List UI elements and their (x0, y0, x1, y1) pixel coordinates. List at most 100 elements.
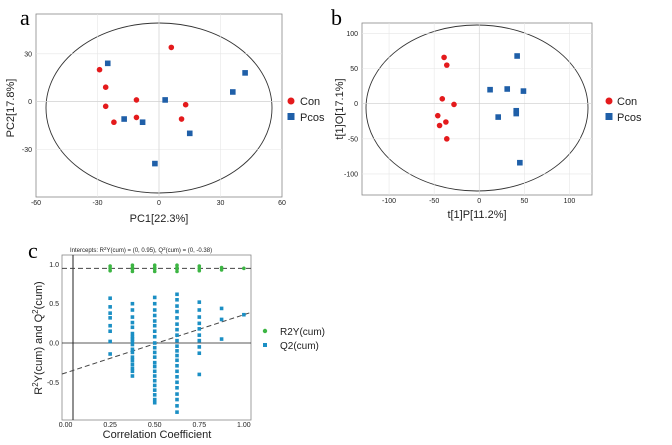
panel-a-legend-con-marker (287, 97, 295, 105)
panel-c-point-q2 (152, 355, 157, 359)
panel-c-point-r2y (242, 266, 246, 271)
panel-c-point-q2 (130, 358, 135, 363)
panel-c-point-q2 (152, 345, 157, 350)
panel-a-legend-pcos-label: Pcos (300, 112, 325, 124)
panel-a-y-tick-label: -30 (22, 147, 32, 154)
panel-a-point-pcos (121, 116, 127, 122)
panel-c-y-axis-label: R2Y(cum) and Q2(cum) (31, 281, 45, 394)
panel-c-point-q2 (130, 355, 135, 359)
panel-c-point-q2 (175, 333, 179, 337)
panel-c-point-q2 (130, 350, 135, 355)
panel-c-point-q2 (152, 374, 157, 378)
panel-c-point-q2 (152, 364, 157, 369)
panel-c-point-q2 (130, 374, 135, 378)
panel-a-point-pcos (242, 70, 248, 76)
panel-c-point-q2 (130, 331, 135, 336)
panel-c-point-q2 (130, 301, 135, 306)
panel-c-x-tick-label: 0.50 (148, 422, 162, 429)
panel-c-point-q2 (130, 366, 135, 370)
panel-c-point-q2 (175, 358, 179, 363)
panel-b-x-axis-label: t[1]P[11.2%] (447, 209, 506, 221)
panel-c-point-q2 (108, 323, 112, 328)
panel-b-point-con (443, 136, 450, 142)
panel-a-pca-scores: a -60 -30 0 30 60 -30 0 30 PC1[22.3%] PC2[17.8… (5, 5, 325, 225)
panel-c-point-q2 (197, 338, 202, 343)
panel-a-point-pcos (139, 119, 146, 126)
panel-a-y-tick-labels: -30 0 30 (22, 51, 32, 153)
panel-c-point-q2 (152, 388, 157, 392)
panel-b-point-pcos (520, 88, 527, 94)
panel-c-point-q2 (175, 385, 179, 390)
panel-b-point-con (436, 122, 443, 129)
panel-b-point-pcos (504, 86, 511, 92)
panel-b-x-tick-label: 100 (564, 198, 576, 205)
panel-a-point-con (96, 66, 103, 73)
panel-c-point-q2 (108, 296, 112, 301)
panel-a-letter: a (20, 5, 30, 30)
panel-c-point-q2 (152, 323, 157, 328)
panel-b-opls-da-scores: b -100 -50 0 50 100 -100 -50 0 50 100 t[1]P[11.2… (331, 5, 642, 221)
panel-b-x-tick-label: 0 (477, 198, 481, 205)
panel-c-plot-frame (61, 254, 252, 421)
panel-c-point-q2 (130, 308, 135, 312)
panel-c-legend: R2Y(cum) Q2(cum) (262, 327, 325, 352)
panel-c-letter: c (28, 238, 38, 263)
panel-c-point-q2 (152, 295, 157, 300)
panel-b-y-tick-label: -100 (344, 171, 358, 178)
panel-c-point-q2 (152, 329, 157, 334)
panel-c-point-q2 (130, 362, 135, 367)
panel-c-point-q2 (219, 306, 224, 311)
panel-c-point-q2 (152, 319, 157, 323)
panel-a-points (96, 44, 248, 167)
panel-c-point-q2 (175, 344, 179, 348)
panel-c-point-q2 (152, 308, 157, 312)
panel-b-legend: Con Pcos (605, 96, 642, 124)
panel-b-legend-pcos-marker (605, 113, 613, 120)
panel-a-point-pcos (230, 89, 236, 95)
panel-c-point-r2y (152, 263, 157, 268)
panel-a-point-con (133, 97, 140, 103)
panel-b-point-pcos (513, 107, 520, 114)
panel-a-x-tick-label: 30 (217, 200, 225, 207)
panel-a-y-axis-label: PC2[17.8%] (5, 79, 17, 138)
panel-c-x-tick-label: 1.00 (237, 422, 251, 429)
panel-c-point-q2 (197, 321, 202, 326)
panel-c-point-q2 (130, 337, 135, 341)
panel-a-y-tick-label: 30 (24, 51, 32, 58)
panel-c-point-q2 (175, 292, 179, 297)
panel-b-point-pcos (487, 86, 493, 93)
panel-b-letter: b (331, 5, 342, 30)
panel-c-y-tick-label: 0.5 (49, 301, 59, 308)
panel-a-x-tick-labels: -60 -30 0 30 60 (31, 200, 286, 207)
panel-a-point-con (102, 103, 109, 110)
panel-a-y-tick-label: 0 (28, 99, 32, 106)
panel-c-point-q2 (108, 311, 112, 315)
panel-c-point-q2 (108, 305, 112, 309)
panel-c-point-r2y (219, 265, 224, 270)
panel-a-legend-con-label: Con (300, 96, 320, 108)
panel-a-point-pcos (186, 130, 193, 137)
panel-c-point-q2 (152, 397, 157, 402)
panel-c-point-q2 (108, 329, 112, 334)
panel-a-x-tick-label: 60 (278, 200, 286, 207)
panel-b-point-con (451, 101, 457, 108)
panel-b-legend-con-marker (605, 97, 613, 105)
panel-b-x-tick-label: -100 (382, 198, 396, 205)
panel-a-point-con (182, 101, 189, 108)
panel-c-point-q2 (197, 345, 202, 349)
panel-a-gridlines (36, 14, 282, 197)
panel-c-point-q2 (197, 327, 202, 331)
panel-b-plot-frame (361, 22, 593, 196)
panel-c-point-r2y (130, 263, 135, 268)
panel-c-legend-q2-label: Q2(cum) (280, 341, 319, 352)
panel-b-y-axis-label: t[1]O[17.1%] (334, 78, 346, 139)
panel-c-point-q2 (175, 404, 179, 408)
panel-c-point-q2 (175, 410, 179, 414)
panel-c-point-q2 (175, 353, 179, 358)
panel-c-point-q2 (175, 304, 179, 308)
panel-c-point-q2 (175, 297, 179, 302)
panel-a-x-tick-label: 0 (157, 200, 161, 207)
panel-c-point-q2 (108, 352, 112, 356)
panel-c-point-r2y (197, 264, 202, 268)
